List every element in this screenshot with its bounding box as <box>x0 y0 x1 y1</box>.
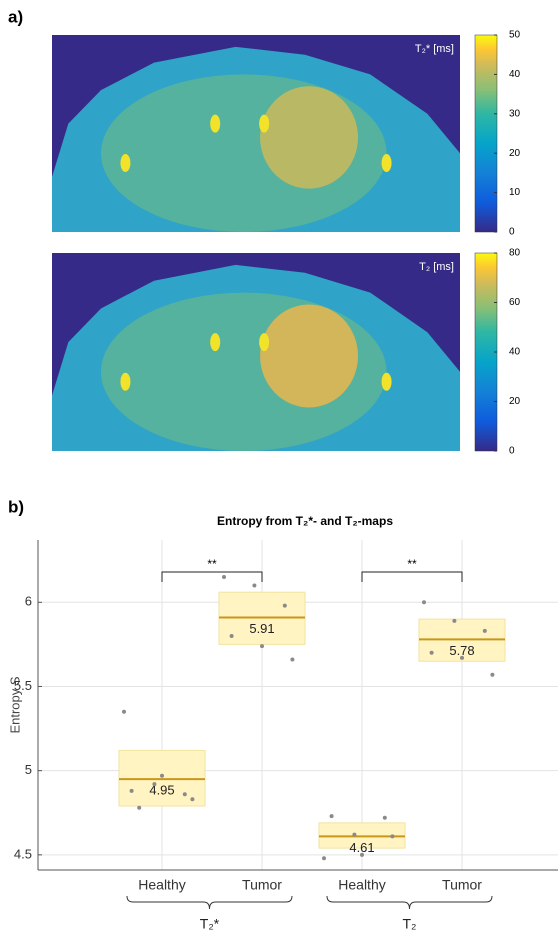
y-tick-label: 4.5 <box>14 846 32 861</box>
group-bracket <box>126 895 293 910</box>
data-point <box>122 709 126 714</box>
colorbar-tick-label: 80 <box>509 248 521 259</box>
bright-spot <box>381 372 392 391</box>
significance-bracket <box>361 571 463 582</box>
significance-label: ** <box>407 557 417 571</box>
median-label: 5.78 <box>449 643 474 658</box>
panel-label: b) <box>8 497 24 516</box>
data-point <box>452 618 457 623</box>
median-label: 4.61 <box>349 840 374 855</box>
median-label: 5.91 <box>249 621 274 636</box>
colorbar-label: T₂ [ms] <box>419 261 454 273</box>
data-point <box>190 797 195 802</box>
group-label: T₂ <box>403 916 417 932</box>
colorbar-tick-label: 30 <box>509 108 521 119</box>
significance-bracket <box>161 571 263 582</box>
data-point <box>352 832 357 837</box>
data-point <box>429 650 434 655</box>
data-point <box>329 814 334 819</box>
data-point <box>282 603 287 608</box>
bright-spot <box>259 333 270 352</box>
colorbar-label: T₂* [ms] <box>415 43 454 55</box>
bright-spot <box>259 114 270 133</box>
panel-label: a) <box>8 7 23 26</box>
bright-spot <box>381 154 392 173</box>
data-point <box>382 815 387 820</box>
data-point <box>290 657 295 662</box>
data-point <box>222 575 226 580</box>
data-point <box>252 583 257 588</box>
group-label: T₂* <box>200 916 220 932</box>
data-point <box>260 644 264 649</box>
data-point <box>229 633 234 638</box>
y-tick-label: 6 <box>25 594 32 609</box>
data-point <box>482 628 487 633</box>
colorbar-tick-label: 40 <box>509 69 521 80</box>
colorbar-tick-label: 60 <box>509 297 521 308</box>
data-point <box>322 856 326 861</box>
bright-spot <box>210 333 221 352</box>
x-tick-label: Healthy <box>138 877 185 893</box>
colorbar-tick-label: 0 <box>509 446 515 457</box>
x-tick-label: Healthy <box>338 877 385 893</box>
bright-spot <box>210 114 221 133</box>
y-tick-label: 5.5 <box>14 678 32 693</box>
colorbar-tick-label: 10 <box>509 187 521 198</box>
y-axis-label: Entropy S <box>7 676 22 733</box>
data-point <box>490 672 495 677</box>
colorbar <box>474 252 498 452</box>
bright-spot <box>120 372 131 391</box>
median-label: 4.95 <box>149 783 174 798</box>
data-point <box>360 852 364 857</box>
colorbar-tick-label: 20 <box>509 148 521 159</box>
data-point <box>137 805 142 810</box>
group-bracket <box>326 895 493 910</box>
bright-spot <box>120 154 131 173</box>
colorbar <box>474 34 498 233</box>
x-tick-label: Tumor <box>242 877 282 893</box>
colorbar-tick-label: 50 <box>509 30 521 41</box>
data-point <box>160 773 164 778</box>
significance-label: ** <box>207 557 217 571</box>
tumor-region <box>260 304 358 408</box>
y-tick-label: 5 <box>25 762 32 777</box>
chart-title: Entropy from T₂*- and T₂-maps <box>217 514 393 528</box>
data-point <box>152 782 157 787</box>
data-point <box>460 655 464 660</box>
x-tick-label: Tumor <box>442 877 482 893</box>
data-point <box>182 792 187 797</box>
data-point <box>390 834 395 839</box>
colorbar-tick-label: 0 <box>509 227 515 238</box>
data-point <box>129 788 134 793</box>
tumor-region <box>260 86 358 189</box>
data-point <box>422 600 426 605</box>
colorbar-tick-label: 20 <box>509 396 521 407</box>
colorbar-tick-label: 40 <box>509 347 521 358</box>
